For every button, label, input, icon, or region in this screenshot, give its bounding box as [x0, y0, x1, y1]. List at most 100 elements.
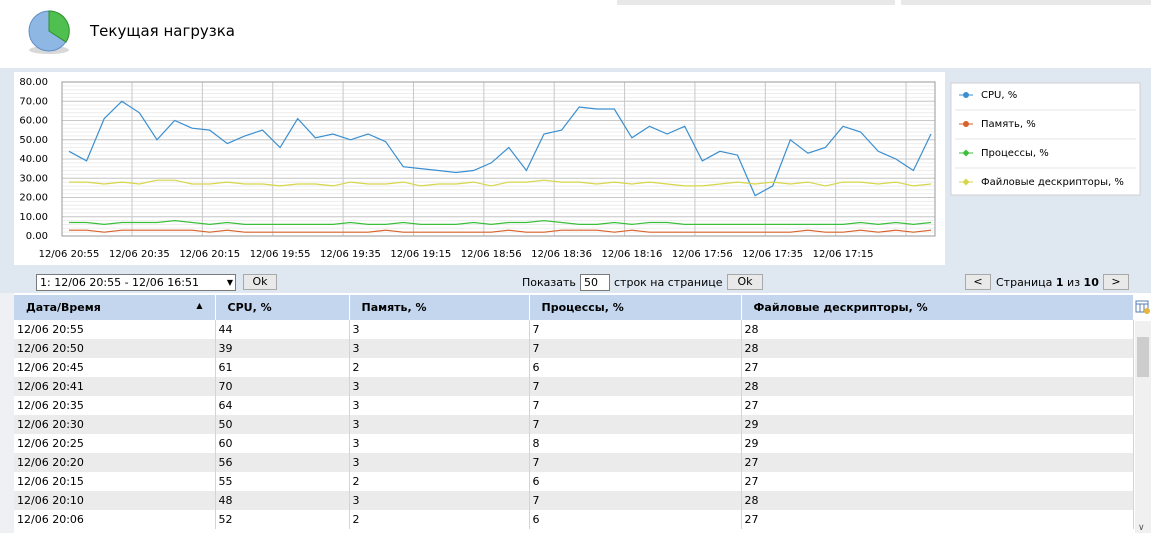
page-label: Страница	[996, 276, 1052, 289]
table-cell: 3	[349, 339, 529, 358]
table-cell: 12/06 20:55	[14, 320, 215, 339]
table-cell: 7	[529, 491, 741, 510]
column-title: Память, %	[362, 301, 427, 314]
table-row[interactable]: 12/06 20:15552627	[14, 472, 1133, 491]
table-cell: 28	[741, 339, 1133, 358]
legend-label: Процессы, %	[981, 148, 1049, 159]
table-cell: 27	[741, 472, 1133, 491]
table-row[interactable]: 12/06 20:30503729	[14, 415, 1133, 434]
table-cell: 8	[529, 434, 741, 453]
table-cell: 7	[529, 339, 741, 358]
table-cell: 2	[349, 510, 529, 529]
dropdown-arrow: ▼	[227, 275, 233, 290]
y-tick-label: 30.00	[19, 173, 48, 184]
table-cell: 29	[741, 415, 1133, 434]
column-header[interactable]: Память, %	[349, 295, 529, 320]
y-tick-label: 10.00	[19, 212, 48, 223]
table-cell: 3	[349, 377, 529, 396]
scrollbar[interactable]: ∨	[1135, 321, 1151, 533]
tab[interactable]	[901, 0, 1151, 5]
table-cell: 27	[741, 396, 1133, 415]
table-cell: 7	[529, 453, 741, 472]
x-tick-label: 12/06 20:55	[39, 249, 100, 260]
prev-button[interactable]: <	[965, 274, 991, 290]
table-row[interactable]: 12/06 20:41703728	[14, 377, 1133, 396]
legend-marker	[963, 121, 969, 127]
table-cell: 3	[349, 491, 529, 510]
table-row[interactable]: 12/06 20:35643727	[14, 396, 1133, 415]
table-row[interactable]: 12/06 20:55443728	[14, 320, 1133, 339]
table-cell: 70	[215, 377, 349, 396]
table-cell: 50	[215, 415, 349, 434]
x-tick-label: 12/06 20:35	[109, 249, 170, 260]
table-cell: 12/06 20:25	[14, 434, 215, 453]
table-cell: 55	[215, 472, 349, 491]
page-number: 1	[1056, 276, 1064, 289]
show-label: Показать	[522, 276, 576, 289]
table-row[interactable]: 12/06 20:10483728	[14, 491, 1133, 510]
table-cell: 64	[215, 396, 349, 415]
table-cell: 61	[215, 358, 349, 377]
x-tick-label: 12/06 18:56	[461, 249, 522, 260]
next-button[interactable]: >	[1103, 274, 1129, 290]
table-cell: 3	[349, 453, 529, 472]
table-cell: 12/06 20:10	[14, 491, 215, 510]
y-tick-label: 0.00	[26, 231, 48, 242]
page-count: 10	[1084, 276, 1099, 289]
table-cell: 7	[529, 377, 741, 396]
table-cell: 52	[215, 510, 349, 529]
table-cell: 12/06 20:30	[14, 415, 215, 434]
table-row[interactable]: 12/06 20:06522627	[14, 510, 1133, 529]
rows-input[interactable]: 50	[580, 274, 610, 291]
x-tick-label: 12/06 19:15	[390, 249, 451, 260]
column-header[interactable]: Файловые дескрипторы, %	[741, 295, 1133, 320]
table-row[interactable]: 12/06 20:50393728	[14, 339, 1133, 358]
table-cell: 6	[529, 510, 741, 529]
table-cell: 12/06 20:15	[14, 472, 215, 491]
y-tick-label: 80.00	[19, 77, 48, 88]
legend-label: Файловые дескрипторы, %	[981, 177, 1124, 188]
table-cell: 12/06 20:50	[14, 339, 215, 358]
table-cell: 28	[741, 491, 1133, 510]
sort-arrow[interactable]: ▲	[196, 301, 202, 310]
table-cell: 39	[215, 339, 349, 358]
legend-label: Память, %	[981, 119, 1036, 130]
scroll-down[interactable]: ∨	[1138, 523, 1145, 533]
column-title: Файловые дескрипторы, %	[754, 301, 928, 314]
table-cell: 7	[529, 320, 741, 339]
table-row[interactable]: 12/06 20:20563727	[14, 453, 1133, 472]
table-cell: 29	[741, 434, 1133, 453]
x-tick-label: 12/06 17:15	[813, 249, 874, 260]
ok-button[interactable]: Ok	[727, 274, 763, 290]
rows-suffix: строк на странице	[614, 276, 723, 289]
table-cell: 3	[349, 434, 529, 453]
column-title: CPU, %	[228, 301, 272, 314]
table-cell: 7	[529, 415, 741, 434]
table-cell: 12/06 20:45	[14, 358, 215, 377]
columns-icon[interactable]	[1135, 299, 1151, 315]
tab[interactable]	[617, 0, 895, 5]
column-header[interactable]: Процессы, %	[529, 295, 741, 320]
range-select[interactable]: 1: 12/06 20:55 - 12/06 16:51▼	[36, 274, 236, 291]
table-cell: 12/06 20:06	[14, 510, 215, 529]
column-header[interactable]: Дата/Время▲	[14, 295, 215, 320]
y-tick-label: 60.00	[19, 116, 48, 127]
table-cell: 27	[741, 358, 1133, 377]
table-cell: 3	[349, 396, 529, 415]
column-title: Процессы, %	[542, 301, 624, 314]
x-tick-label: 12/06 18:36	[531, 249, 592, 260]
of-label: из	[1067, 276, 1080, 289]
ok-button[interactable]: Ok	[243, 274, 277, 290]
x-tick-label: 12/06 20:15	[179, 249, 240, 260]
y-tick-label: 50.00	[19, 135, 48, 146]
table-cell: 12/06 20:20	[14, 453, 215, 472]
table-row[interactable]: 12/06 20:45612627	[14, 358, 1133, 377]
table-row[interactable]: 12/06 20:25603829	[14, 434, 1133, 453]
left-gutter	[0, 293, 14, 533]
x-tick-label: 12/06 19:55	[250, 249, 311, 260]
column-header[interactable]: CPU, %	[215, 295, 349, 320]
scroll-thumb[interactable]	[1137, 337, 1149, 377]
table-cell: 27	[741, 453, 1133, 472]
